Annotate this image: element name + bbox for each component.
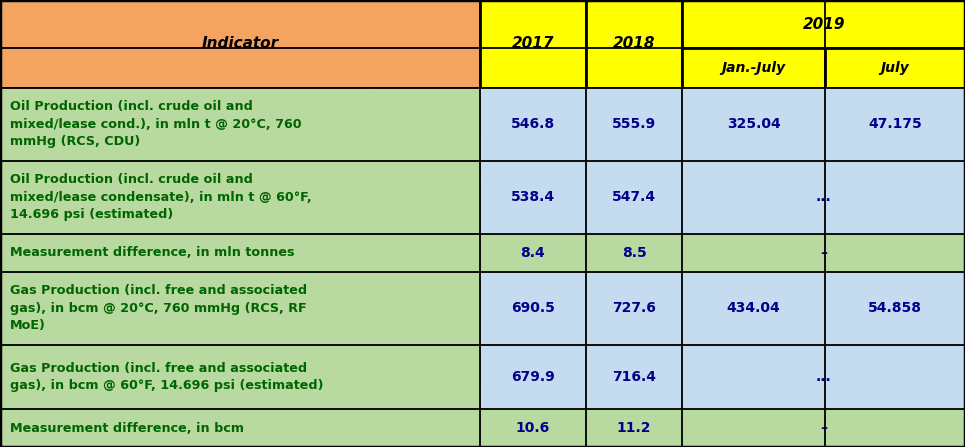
Text: 716.4: 716.4 xyxy=(612,370,656,384)
Bar xyxy=(586,234,682,271)
Text: Measurement difference, in mln tonnes: Measurement difference, in mln tonnes xyxy=(10,246,294,259)
Bar xyxy=(682,234,825,271)
Bar xyxy=(586,161,682,234)
Text: 555.9: 555.9 xyxy=(612,117,656,131)
Text: Gas Production (incl. free and associated
gas), in bcm @ 60°F, 14.696 psi (estim: Gas Production (incl. free and associate… xyxy=(10,362,323,392)
Text: Gas Production (incl. free and associated
gas), in bcm @ 20°C, 760 mmHg (RCS, RF: Gas Production (incl. free and associate… xyxy=(10,284,307,332)
Text: ...: ... xyxy=(815,190,832,204)
Bar xyxy=(825,409,965,447)
Bar xyxy=(586,409,682,447)
Text: July: July xyxy=(881,61,909,75)
Bar xyxy=(586,88,682,161)
Text: 538.4: 538.4 xyxy=(510,190,555,204)
Bar xyxy=(682,0,965,48)
Text: –: – xyxy=(820,421,827,435)
Bar xyxy=(682,161,825,234)
Bar xyxy=(825,345,965,409)
Bar xyxy=(480,161,586,234)
Bar xyxy=(0,345,480,409)
Text: 2017: 2017 xyxy=(511,36,554,51)
Bar xyxy=(682,345,825,409)
Text: Oil Production (incl. crude oil and
mixed/lease cond.), in mln t @ 20°C, 760
mmH: Oil Production (incl. crude oil and mixe… xyxy=(10,100,301,148)
Text: 434.04: 434.04 xyxy=(727,301,781,315)
Bar xyxy=(682,48,825,88)
Text: 727.6: 727.6 xyxy=(612,301,656,315)
Text: Indicator: Indicator xyxy=(202,36,278,51)
Text: 54.858: 54.858 xyxy=(868,301,922,315)
Bar xyxy=(0,88,480,161)
Bar xyxy=(480,271,586,345)
Text: 546.8: 546.8 xyxy=(510,117,555,131)
Text: 2019: 2019 xyxy=(802,17,845,32)
Bar xyxy=(480,234,586,271)
Bar xyxy=(0,161,480,234)
Text: 547.4: 547.4 xyxy=(612,190,656,204)
Bar xyxy=(0,409,480,447)
Bar xyxy=(825,48,965,88)
Bar xyxy=(480,345,586,409)
Text: 2018: 2018 xyxy=(613,36,655,51)
Text: Jan.-July: Jan.-July xyxy=(722,61,786,75)
Text: Measurement difference, in bcm: Measurement difference, in bcm xyxy=(10,422,243,434)
Bar xyxy=(825,271,965,345)
Text: 47.175: 47.175 xyxy=(868,117,922,131)
Bar xyxy=(480,0,586,88)
Text: –: – xyxy=(820,246,827,260)
Text: 11.2: 11.2 xyxy=(617,421,651,435)
Text: 10.6: 10.6 xyxy=(515,421,550,435)
Text: 325.04: 325.04 xyxy=(727,117,781,131)
Text: Oil Production (incl. crude oil and
mixed/lease condensate), in mln t @ 60°F,
14: Oil Production (incl. crude oil and mixe… xyxy=(10,173,312,221)
Bar xyxy=(480,88,586,161)
Bar xyxy=(825,161,965,234)
Bar xyxy=(586,271,682,345)
Bar xyxy=(682,88,825,161)
Bar xyxy=(682,409,825,447)
Text: 8.5: 8.5 xyxy=(621,246,647,260)
Bar xyxy=(825,234,965,271)
Bar xyxy=(480,409,586,447)
Bar xyxy=(682,271,825,345)
Text: 679.9: 679.9 xyxy=(510,370,555,384)
Bar xyxy=(0,0,480,88)
Text: ...: ... xyxy=(815,370,832,384)
Bar xyxy=(586,0,682,88)
Bar xyxy=(0,271,480,345)
Bar xyxy=(586,345,682,409)
Text: 8.4: 8.4 xyxy=(520,246,545,260)
Bar xyxy=(0,234,480,271)
Text: 690.5: 690.5 xyxy=(510,301,555,315)
Bar xyxy=(825,88,965,161)
